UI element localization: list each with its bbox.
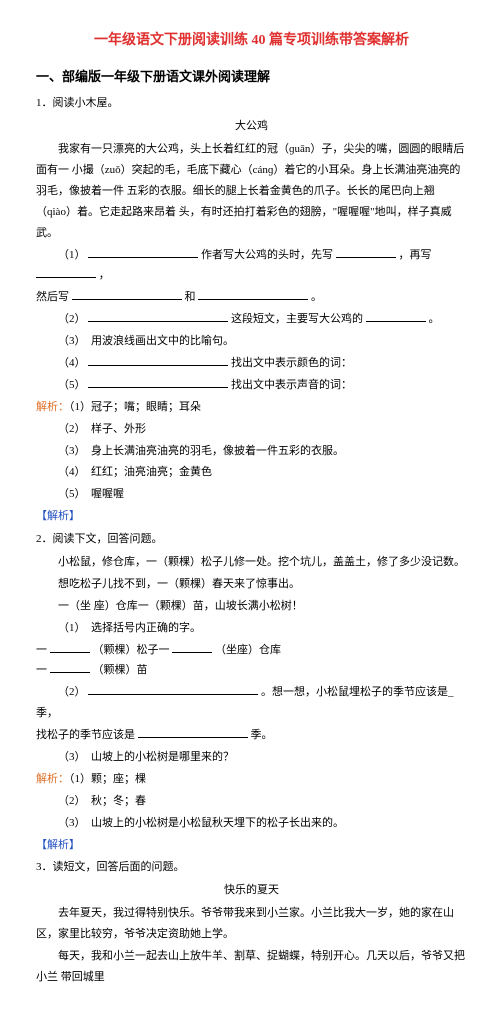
text: 找出文中表示颜色的词： [231, 357, 352, 369]
q2-sub2-cont: 找松子的季节应该是 季。 [36, 725, 467, 746]
q3-subtitle: 快乐的夏天 [36, 880, 467, 901]
text: ，再写 [399, 249, 432, 261]
text: 。 [311, 291, 322, 303]
text: 和 [185, 291, 196, 303]
blank [88, 257, 198, 258]
blank [72, 299, 182, 300]
blank [198, 299, 308, 300]
q1-sub1-cont: 然后写 和 。 [36, 287, 467, 308]
text: 这段短文，主要写大公鸡的 [231, 313, 363, 325]
section-heading: 一、部编版一年级下册语文课外阅读理解 [36, 65, 467, 90]
q1-passage: 我家有一只漂亮的大公鸡，头上长着红红的冠（ɡuān）子，尖尖的嘴，圆圆的眼睛后面… [36, 139, 467, 243]
q3-p1: 去年夏天，我过得特别快乐。爷爷带我来到小兰家。小兰比我大一岁，她的家在山区，家里… [36, 903, 467, 945]
q1-sub3: （3） 用波浪线画出文中的比喻句。 [36, 331, 467, 352]
q1-sub1: （1） 作者写大公鸡的头时，先写 ，再写 ， [36, 245, 467, 287]
label: （1） [58, 249, 86, 261]
q1-a5: （5） 喔喔喔 [36, 484, 467, 505]
blank [366, 321, 426, 322]
q2-p3: 一（坐 座）仓库一（颗棵）苗，山坡长满小松树！ [36, 596, 467, 617]
q2-sub2: （2） 。想一想，小松鼠埋松子的季节应该是_季， [36, 682, 467, 724]
text: 然后写 [36, 291, 69, 303]
blank [50, 672, 90, 673]
blank [36, 277, 96, 278]
blank [50, 652, 90, 653]
q1-a4: （4） 红红；油亮油亮；金黄色 [36, 462, 467, 483]
text: 找出文中表示声音的词： [231, 379, 352, 391]
q2-a3: （3） 山坡上的小松树是小松鼠秋天埋下的松子长出来的。 [36, 813, 467, 834]
blank [88, 365, 228, 366]
q2-answers: 解析：（1）颗；座；棵 [36, 769, 467, 790]
q1-sub5: （5） 找出文中表示声音的词： [36, 375, 467, 396]
q2-sub1-line1: 一 （颗棵）松子一 （坐座）仓库 [36, 640, 467, 661]
text: 作者写大公鸡的头时，先写 [201, 249, 333, 261]
text: （坐座）仓库 [215, 644, 281, 656]
blank [172, 652, 212, 653]
text: ， [99, 269, 110, 281]
q2-a2: （2） 秋；冬；春 [36, 791, 467, 812]
blank [88, 321, 228, 322]
q3-number: 3．读短文，回答后面的问题。 [36, 857, 467, 878]
q2-sub1-line2: 一 （颗棵）苗 [36, 660, 467, 681]
text: 。想一想，小松鼠埋松子的季节应该是_季， [36, 686, 454, 719]
text: （颗棵）苗 [93, 664, 148, 676]
q2-p1: 小松鼠，修仓库，一（颗棵）松子儿修一处。挖个坑儿，盖盖土，修了多少没记数。 [36, 552, 467, 573]
q2-jiexi: 【解析】 [36, 835, 467, 856]
blank [88, 694, 258, 695]
label: （4） [58, 357, 86, 369]
answer: （1）颗；座；棵 [69, 773, 146, 785]
doc-title: 一年级语文下册阅读训练 40 篇专项训练带答案解析 [36, 28, 467, 55]
answer: （1）冠子；嘴；眼睛；耳朵 [69, 401, 201, 413]
label: （2） [58, 686, 86, 698]
label: （5） [58, 379, 86, 391]
q1-jiexi: 【解析】 [36, 506, 467, 527]
q3-p2: 每天，我和小兰一起去山上放牛羊、割草、捉蝴蝶，特别开心。几天以后，爷爷又把小兰 … [36, 946, 467, 988]
q1-sub4: （4） 找出文中表示颜色的词： [36, 353, 467, 374]
blank [138, 737, 248, 738]
q1-subtitle: 大公鸡 [36, 116, 467, 137]
q2-sub3: （3） 山坡上的小松树是哪里来的？ [36, 747, 467, 768]
q1-number: 1．阅读小木屋。 [36, 93, 467, 114]
q2-sub1: （1） 选择括号内正确的字。 [36, 618, 467, 639]
text: 一 [36, 664, 47, 676]
text: （颗棵）松子一 [93, 644, 170, 656]
blank [88, 387, 228, 388]
q1-a2: （2） 样子、外形 [36, 419, 467, 440]
label: （2） [58, 313, 86, 325]
blank [336, 257, 396, 258]
text: 找松子的季节应该是 [36, 729, 135, 741]
q2-p2: 想吃松子儿找不到，一（颗棵）春天来了惊事出。 [36, 574, 467, 595]
analysis-label: 解析： [36, 401, 69, 413]
analysis-label: 解析： [36, 773, 69, 785]
text: 。 [429, 313, 440, 325]
q1-answers: 解析：（1）冠子；嘴；眼睛；耳朵 [36, 397, 467, 418]
q1-a3: （3） 身上长满油亮油亮的羽毛，像披着一件五彩的衣服。 [36, 441, 467, 462]
q2-number: 2．阅读下文，回答问题。 [36, 529, 467, 550]
text: 季。 [251, 729, 273, 741]
text: 一 [36, 644, 47, 656]
q1-sub2: （2） 这段短文，主要写大公鸡的 。 [36, 309, 467, 330]
